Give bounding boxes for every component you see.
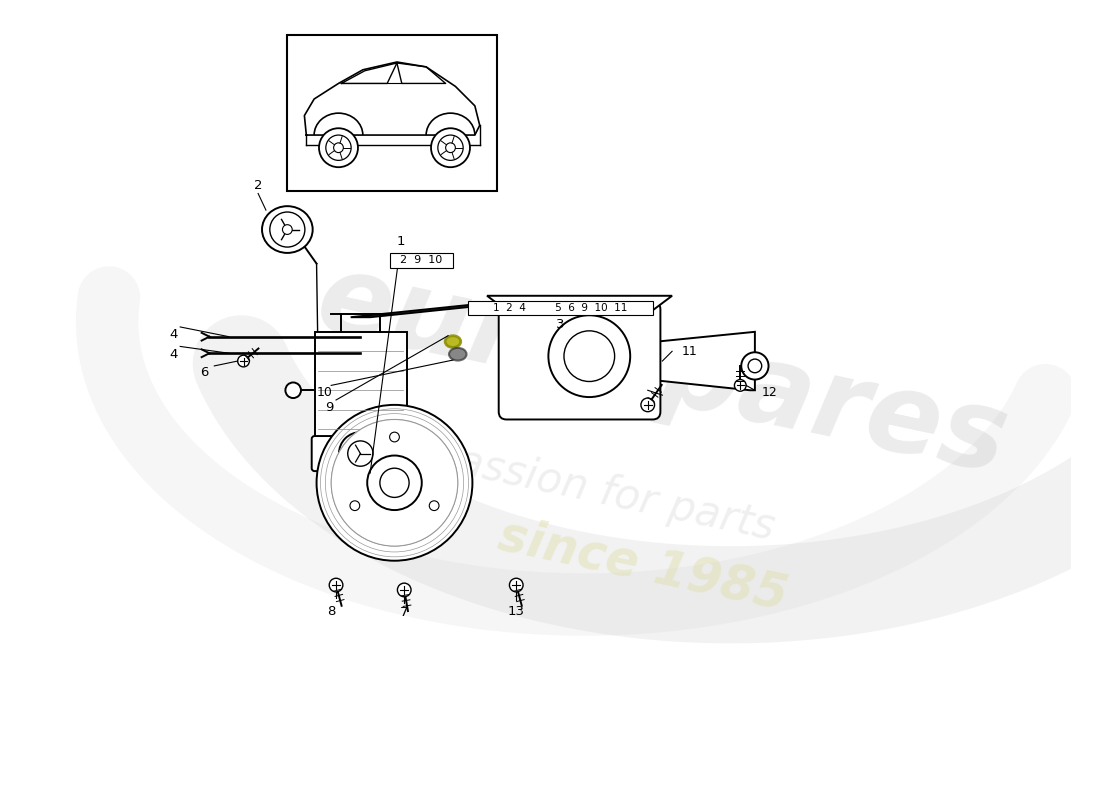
Text: 7: 7 xyxy=(400,606,408,619)
Circle shape xyxy=(326,135,351,160)
Text: 6: 6 xyxy=(200,366,209,379)
Circle shape xyxy=(564,331,615,382)
Circle shape xyxy=(348,441,373,466)
Text: 11: 11 xyxy=(682,345,697,358)
Text: 1: 1 xyxy=(397,234,406,248)
Ellipse shape xyxy=(449,348,466,361)
Circle shape xyxy=(339,432,382,475)
Polygon shape xyxy=(487,296,672,310)
Bar xyxy=(287,34,497,190)
Text: 2: 2 xyxy=(254,179,263,192)
Circle shape xyxy=(748,359,761,373)
Circle shape xyxy=(446,143,455,153)
Circle shape xyxy=(350,501,360,510)
Text: 4: 4 xyxy=(169,328,177,342)
Circle shape xyxy=(238,355,250,367)
Polygon shape xyxy=(658,332,755,390)
Text: 8: 8 xyxy=(327,605,336,618)
Circle shape xyxy=(429,501,439,510)
Bar xyxy=(389,253,453,267)
FancyBboxPatch shape xyxy=(498,302,660,419)
Circle shape xyxy=(509,578,524,592)
Ellipse shape xyxy=(446,336,461,347)
Ellipse shape xyxy=(262,206,312,253)
Circle shape xyxy=(285,382,301,398)
Circle shape xyxy=(549,315,630,397)
Text: eurospares: eurospares xyxy=(308,246,1018,496)
Circle shape xyxy=(319,128,358,167)
Circle shape xyxy=(389,432,399,442)
Text: 1  2  4         5  6  9  10  11: 1 2 4 5 6 9 10 11 xyxy=(493,303,627,313)
Circle shape xyxy=(329,578,343,592)
FancyBboxPatch shape xyxy=(311,436,410,471)
Polygon shape xyxy=(351,302,512,318)
Circle shape xyxy=(283,225,293,234)
Text: 9: 9 xyxy=(324,402,333,414)
Text: 13: 13 xyxy=(508,605,525,618)
Bar xyxy=(468,301,652,315)
Circle shape xyxy=(741,352,769,379)
Circle shape xyxy=(331,419,458,546)
Text: 3: 3 xyxy=(556,318,564,331)
Text: 4: 4 xyxy=(169,348,177,361)
Text: 2  9  10: 2 9 10 xyxy=(399,255,442,266)
Circle shape xyxy=(735,379,746,391)
Text: a passion for parts: a passion for parts xyxy=(390,426,779,549)
Text: 12: 12 xyxy=(761,386,778,398)
Circle shape xyxy=(431,128,470,167)
Text: 10: 10 xyxy=(317,386,332,398)
Circle shape xyxy=(317,405,472,561)
Bar xyxy=(315,332,407,444)
Circle shape xyxy=(367,455,421,510)
Text: since 1985: since 1985 xyxy=(494,511,792,620)
Circle shape xyxy=(333,143,343,153)
Circle shape xyxy=(397,583,411,597)
Circle shape xyxy=(438,135,463,160)
Circle shape xyxy=(641,398,654,412)
Circle shape xyxy=(379,468,409,498)
Circle shape xyxy=(270,212,305,247)
